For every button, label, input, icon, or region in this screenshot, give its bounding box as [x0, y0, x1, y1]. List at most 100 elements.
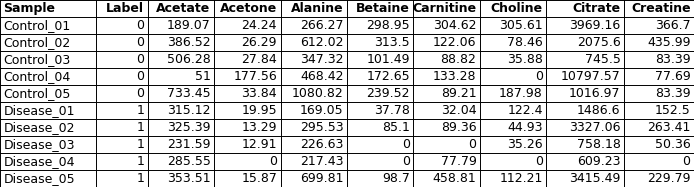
Text: Disease_02: Disease_02: [3, 121, 75, 134]
Text: 745.5: 745.5: [584, 53, 620, 66]
Text: 187.98: 187.98: [499, 87, 543, 100]
Text: 88.82: 88.82: [441, 53, 476, 66]
Text: 699.81: 699.81: [300, 172, 344, 185]
Text: 50.36: 50.36: [654, 138, 691, 151]
Text: Control_04: Control_04: [3, 70, 71, 83]
Text: 177.56: 177.56: [233, 70, 277, 83]
Text: 89.21: 89.21: [441, 87, 476, 100]
Text: Control_05: Control_05: [3, 87, 71, 100]
Text: 51: 51: [195, 70, 211, 83]
Text: Disease_03: Disease_03: [3, 138, 75, 151]
Text: 347.32: 347.32: [300, 53, 344, 66]
Text: 0: 0: [535, 155, 543, 168]
Text: 77.79: 77.79: [441, 155, 476, 168]
Text: 468.42: 468.42: [300, 70, 344, 83]
Text: 3327.06: 3327.06: [569, 121, 620, 134]
Text: 112.21: 112.21: [500, 172, 543, 185]
Text: 239.52: 239.52: [366, 87, 410, 100]
Text: 1: 1: [136, 172, 144, 185]
Text: 325.39: 325.39: [167, 121, 211, 134]
Text: 89.36: 89.36: [441, 121, 476, 134]
Text: 1: 1: [136, 155, 144, 168]
Text: 98.7: 98.7: [382, 172, 410, 185]
Text: 313.5: 313.5: [374, 36, 410, 49]
Text: 733.45: 733.45: [167, 87, 211, 100]
Text: 83.39: 83.39: [655, 87, 691, 100]
Text: 37.78: 37.78: [374, 104, 410, 117]
Text: 0: 0: [402, 155, 410, 168]
Text: Carnitine: Carnitine: [412, 2, 476, 15]
Text: Betaine: Betaine: [356, 2, 410, 15]
Text: 226.63: 226.63: [300, 138, 344, 151]
Text: 386.52: 386.52: [167, 36, 211, 49]
Text: 133.28: 133.28: [433, 70, 476, 83]
Text: 0: 0: [136, 36, 144, 49]
Text: 304.62: 304.62: [433, 19, 476, 32]
Text: 32.04: 32.04: [441, 104, 476, 117]
Text: 189.07: 189.07: [167, 19, 211, 32]
Text: 27.84: 27.84: [242, 53, 277, 66]
Text: 26.29: 26.29: [242, 36, 277, 49]
Text: Disease_04: Disease_04: [3, 155, 75, 168]
Text: Choline: Choline: [491, 2, 543, 15]
Text: Label: Label: [106, 2, 144, 15]
Text: Disease_05: Disease_05: [3, 172, 75, 185]
Text: 3415.49: 3415.49: [569, 172, 620, 185]
Text: 44.93: 44.93: [507, 121, 543, 134]
Text: 458.81: 458.81: [432, 172, 476, 185]
Text: Sample: Sample: [3, 2, 56, 15]
Text: 169.05: 169.05: [300, 104, 344, 117]
Text: 83.39: 83.39: [655, 53, 691, 66]
Text: 0: 0: [136, 70, 144, 83]
Text: 77.69: 77.69: [654, 70, 691, 83]
Text: 0: 0: [136, 19, 144, 32]
Text: 33.84: 33.84: [242, 87, 277, 100]
Text: 19.95: 19.95: [242, 104, 277, 117]
Text: 0: 0: [402, 138, 410, 151]
Text: 35.88: 35.88: [507, 53, 543, 66]
Text: 85.1: 85.1: [382, 121, 410, 134]
Text: Citrate: Citrate: [573, 2, 620, 15]
Text: 0: 0: [136, 53, 144, 66]
Text: 12.91: 12.91: [242, 138, 277, 151]
Text: 217.43: 217.43: [300, 155, 344, 168]
Text: 285.55: 285.55: [167, 155, 211, 168]
Text: Control_02: Control_02: [3, 36, 71, 49]
Text: 13.29: 13.29: [242, 121, 277, 134]
Text: 0: 0: [682, 155, 691, 168]
Text: 315.12: 315.12: [167, 104, 211, 117]
Text: Control_03: Control_03: [3, 53, 71, 66]
Text: 1486.6: 1486.6: [577, 104, 620, 117]
Text: Disease_01: Disease_01: [3, 104, 75, 117]
Text: Acetate: Acetate: [156, 2, 211, 15]
Text: 0: 0: [468, 138, 476, 151]
Text: 15.87: 15.87: [242, 172, 277, 185]
Text: 758.18: 758.18: [577, 138, 620, 151]
Text: 1016.97: 1016.97: [569, 87, 620, 100]
Text: 298.95: 298.95: [366, 19, 410, 32]
Text: 612.02: 612.02: [300, 36, 344, 49]
Text: 0: 0: [535, 70, 543, 83]
Text: 1080.82: 1080.82: [291, 87, 344, 100]
Text: 231.59: 231.59: [167, 138, 211, 151]
Text: 122.06: 122.06: [433, 36, 476, 49]
Text: Acetone: Acetone: [220, 2, 277, 15]
Text: 101.49: 101.49: [366, 53, 410, 66]
Text: 263.41: 263.41: [647, 121, 691, 134]
Text: 435.99: 435.99: [647, 36, 691, 49]
Text: 1: 1: [136, 121, 144, 134]
Text: 1: 1: [136, 104, 144, 117]
Text: Control_01: Control_01: [3, 19, 71, 32]
Text: 24.24: 24.24: [242, 19, 277, 32]
Text: 78.46: 78.46: [507, 36, 543, 49]
Text: 122.4: 122.4: [507, 104, 543, 117]
Text: 0: 0: [269, 155, 277, 168]
Text: 10797.57: 10797.57: [561, 70, 620, 83]
Text: Creatine: Creatine: [631, 2, 691, 15]
Text: 3969.16: 3969.16: [569, 19, 620, 32]
Text: 0: 0: [136, 87, 144, 100]
Text: 266.27: 266.27: [300, 19, 344, 32]
Text: 1: 1: [136, 138, 144, 151]
Text: 353.51: 353.51: [167, 172, 211, 185]
Text: 609.23: 609.23: [577, 155, 620, 168]
